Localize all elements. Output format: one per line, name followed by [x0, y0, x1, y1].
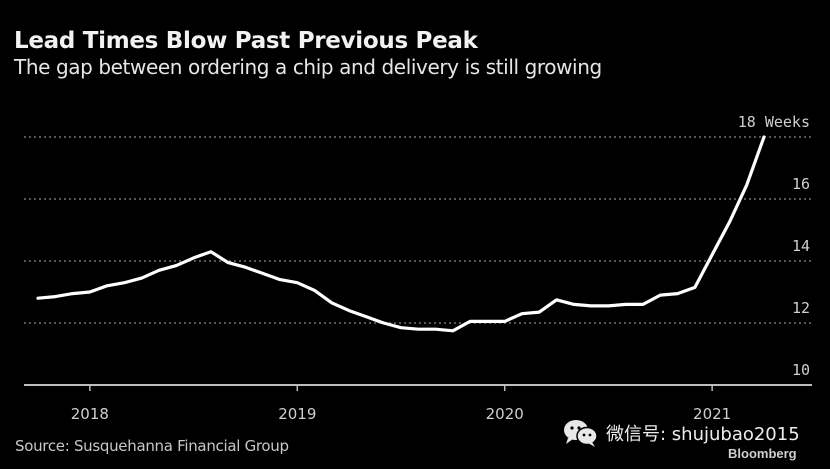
- watermark-text: 微信号: shujubao2015: [606, 424, 800, 445]
- y-tick-label: 16: [792, 175, 810, 193]
- gridlines: [24, 136, 812, 324]
- series-line: [36, 135, 766, 333]
- x-tick-label: 2019: [278, 405, 316, 423]
- chart-title: Lead Times Blow Past Previous Peak: [14, 28, 478, 54]
- chart-subtitle: The gap between ordering a chip and deli…: [14, 55, 602, 79]
- y-tick-label: 18 Weeks: [738, 113, 810, 131]
- y-tick-label: 14: [792, 237, 810, 255]
- x-tick-label: 2021: [693, 405, 731, 423]
- x-tick-label: 2018: [71, 405, 109, 423]
- watermark: 微信号: shujubao2015: [562, 418, 800, 448]
- x-axis: 2018 2019 2020 2021: [24, 384, 812, 423]
- y-tick-label: 10: [792, 361, 810, 379]
- x-tick-label: 2020: [486, 405, 524, 423]
- wechat-icon: [562, 418, 600, 448]
- source-note: Source: Susquehanna Financial Group: [15, 437, 289, 455]
- y-axis: 10 12 14 16 18 Weeks: [738, 113, 810, 379]
- series-layer: [36, 135, 766, 333]
- bloomberg-logo: Bloomberg: [728, 446, 797, 461]
- y-tick-label: 12: [792, 299, 810, 317]
